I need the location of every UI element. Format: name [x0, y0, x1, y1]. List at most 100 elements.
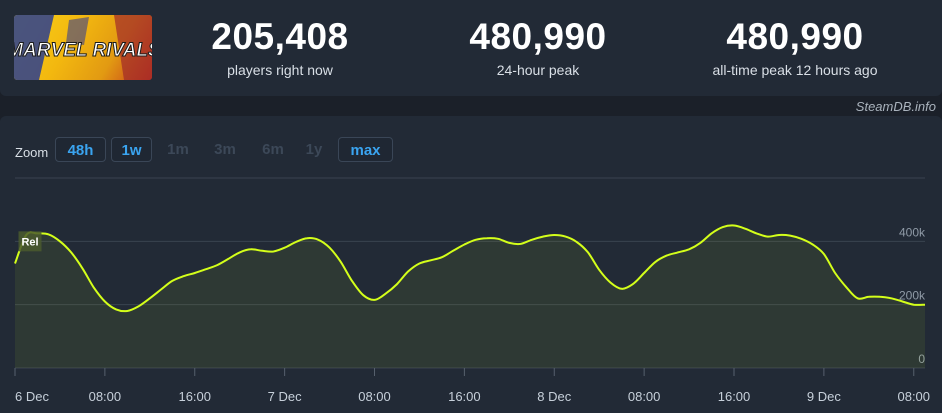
- data-point[interactable]: [372, 297, 377, 302]
- data-point[interactable]: [732, 223, 737, 228]
- data-point[interactable]: [833, 271, 838, 276]
- steamdb-attribution[interactable]: SteamDB.info: [855, 99, 936, 114]
- data-point[interactable]: [417, 261, 422, 266]
- data-point[interactable]: [563, 234, 568, 239]
- data-point[interactable]: [136, 304, 141, 309]
- data-point[interactable]: [192, 271, 197, 276]
- data-point[interactable]: [13, 261, 18, 266]
- data-point[interactable]: [203, 267, 208, 272]
- data-point[interactable]: [664, 253, 669, 258]
- data-point[interactable]: [619, 286, 624, 291]
- data-point[interactable]: [159, 287, 164, 292]
- data-point[interactable]: [630, 282, 635, 287]
- data-point[interactable]: [687, 247, 692, 252]
- data-point[interactable]: [765, 234, 770, 239]
- data-point[interactable]: [102, 299, 107, 304]
- data-point[interactable]: [698, 240, 703, 245]
- data-point[interactable]: [911, 302, 916, 307]
- player-count-chart[interactable]: 0 200k 400k 6 Dec 08:00 16:00 7 Dec 08:00 16:00 8…: [0, 116, 942, 413]
- x-tick-label: 08:00: [358, 389, 391, 404]
- data-point[interactable]: [237, 250, 242, 255]
- data-point[interactable]: [507, 240, 512, 245]
- data-point[interactable]: [327, 245, 332, 250]
- data-point[interactable]: [720, 225, 725, 230]
- data-point[interactable]: [57, 239, 62, 244]
- data-point[interactable]: [170, 278, 175, 283]
- x-tick-label: 16:00: [718, 389, 751, 404]
- data-point[interactable]: [484, 236, 489, 241]
- data-point[interactable]: [114, 307, 119, 312]
- data-point[interactable]: [541, 234, 546, 239]
- game-header-image[interactable]: MARVEL RIVALS: [14, 15, 152, 80]
- data-point[interactable]: [574, 239, 579, 244]
- release-flag-label: Rel: [21, 236, 38, 248]
- stat-current-players: 205,408 players right now: [170, 16, 390, 78]
- data-point[interactable]: [473, 237, 478, 242]
- data-point[interactable]: [866, 294, 871, 299]
- data-point[interactable]: [361, 293, 366, 298]
- data-point[interactable]: [428, 258, 433, 263]
- data-point[interactable]: [844, 285, 849, 290]
- release-flag[interactable]: [18, 231, 42, 252]
- data-point[interactable]: [69, 250, 74, 255]
- data-point[interactable]: [923, 302, 928, 307]
- data-point[interactable]: [810, 242, 815, 247]
- y-tick-label: 200k: [899, 289, 926, 303]
- data-point[interactable]: [518, 241, 523, 246]
- data-point[interactable]: [496, 236, 501, 241]
- data-point[interactable]: [675, 250, 680, 255]
- data-point[interactable]: [350, 278, 355, 283]
- data-point[interactable]: [743, 226, 748, 231]
- data-point[interactable]: [585, 250, 590, 255]
- data-point[interactable]: [226, 256, 231, 261]
- current-players-value: 205,408: [211, 16, 349, 57]
- data-point[interactable]: [709, 231, 714, 236]
- data-point[interactable]: [147, 296, 152, 301]
- data-point[interactable]: [293, 239, 298, 244]
- data-point[interactable]: [889, 296, 894, 301]
- data-point[interactable]: [248, 247, 253, 252]
- data-point[interactable]: [439, 255, 444, 260]
- data-point[interactable]: [788, 233, 793, 238]
- data-point[interactable]: [316, 237, 321, 242]
- zoom-1y-button[interactable]: 1y: [305, 141, 323, 158]
- data-point[interactable]: [878, 294, 883, 299]
- zoom-label: Zoom: [15, 145, 49, 160]
- data-point[interactable]: [383, 291, 388, 296]
- data-point[interactable]: [462, 242, 467, 247]
- data-point[interactable]: [282, 245, 287, 250]
- data-point[interactable]: [642, 271, 647, 276]
- zoom-6m-button[interactable]: 6m: [262, 141, 284, 158]
- data-point[interactable]: [451, 248, 456, 253]
- data-point[interactable]: [776, 233, 781, 238]
- data-point[interactable]: [653, 259, 658, 264]
- data-point[interactable]: [821, 252, 826, 257]
- data-point[interactable]: [754, 231, 759, 236]
- data-point[interactable]: [597, 267, 602, 272]
- data-point[interactable]: [125, 309, 130, 314]
- chart-panel: Zoom 48h 1w 1m 3m 6m 1y max 0 200k 400k 6 D…: [0, 116, 942, 413]
- data-point[interactable]: [215, 263, 220, 268]
- data-point[interactable]: [529, 237, 534, 242]
- data-point[interactable]: [394, 282, 399, 287]
- zoom-1m-button[interactable]: 1m: [167, 141, 189, 158]
- data-point[interactable]: [260, 248, 265, 253]
- data-point[interactable]: [305, 236, 310, 241]
- data-point[interactable]: [799, 236, 804, 241]
- data-point[interactable]: [181, 274, 186, 279]
- data-point[interactable]: [80, 266, 85, 271]
- zoom-max-button[interactable]: max: [338, 137, 393, 162]
- data-point[interactable]: [91, 285, 96, 290]
- data-point[interactable]: [46, 232, 51, 237]
- data-point[interactable]: [271, 249, 276, 254]
- series-line[interactable]: [14, 224, 926, 313]
- zoom-3m-button[interactable]: 3m: [214, 141, 236, 158]
- data-point[interactable]: [338, 259, 343, 264]
- data-point[interactable]: [900, 299, 905, 304]
- data-point[interactable]: [855, 296, 860, 301]
- zoom-1w-button[interactable]: 1w: [111, 137, 152, 162]
- data-point[interactable]: [608, 280, 613, 285]
- zoom-48h-button[interactable]: 48h: [55, 137, 106, 162]
- data-point[interactable]: [552, 233, 557, 238]
- data-point[interactable]: [406, 269, 411, 274]
